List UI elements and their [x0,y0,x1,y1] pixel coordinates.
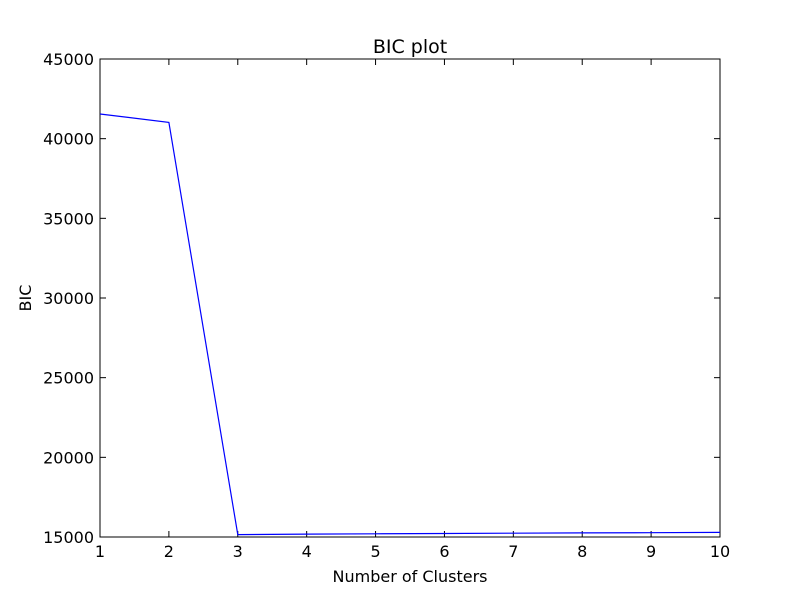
x-tick-label: 6 [439,542,449,561]
y-tick-label: 40000 [43,130,94,149]
x-tick-label: 2 [164,542,174,561]
x-tick-label: 9 [646,542,656,561]
x-tick-label: 3 [233,542,243,561]
y-axis-label: BIC [16,285,35,312]
plot-area [99,58,721,538]
y-tick-label: 15000 [43,528,94,547]
x-tick-label: 1 [95,542,105,561]
x-tick-label: 7 [508,542,518,561]
x-tick-label: 10 [710,542,730,561]
series-layer [99,113,721,536]
y-tick-label: 45000 [43,50,94,69]
y-tick-label: 30000 [43,289,94,308]
y-tick-label: 25000 [43,369,94,388]
chart-title: BIC plot [373,36,447,58]
x-tick-label: 8 [577,542,587,561]
y-tick-label: 35000 [43,209,94,228]
axis-tick-labels: 1 2 3 4 5 6 7 8 9 10 15000 20000 25000 30000 35000 4000… [43,50,730,561]
x-tick-label: 5 [370,542,380,561]
series-line [99,113,721,536]
x-axis-label: Number of Clusters [333,567,488,586]
axis-ticks [99,58,721,538]
y-tick-label: 20000 [43,448,94,467]
x-tick-label: 4 [302,542,312,561]
